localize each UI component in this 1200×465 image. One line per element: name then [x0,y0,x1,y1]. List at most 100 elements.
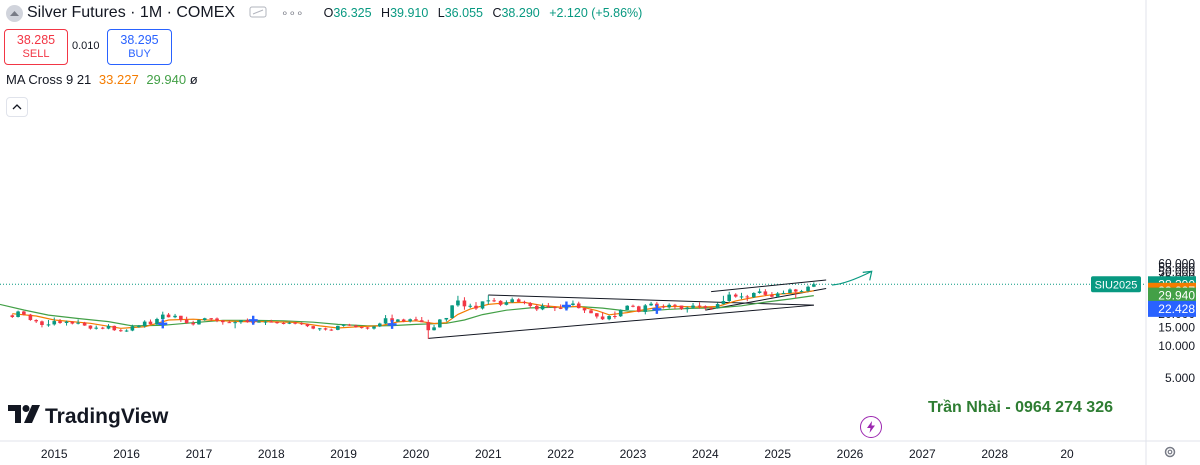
y-tick-label: 60.000 [1158,257,1195,271]
symbol-title[interactable]: Silver Futures · 1M · COMEX [27,4,236,21]
candle-body [589,310,593,314]
collapse-legend-button[interactable] [6,97,28,117]
chevron-up-icon [12,104,22,110]
candle-body [432,327,436,331]
candle-body [347,324,352,326]
candle-body [299,323,304,325]
x-tick-label: 2025 [764,447,791,461]
candle-body [34,320,38,322]
candle-body [227,322,232,324]
buy-label: BUY [128,48,151,60]
candle-body [631,305,635,307]
visibility-icon[interactable]: ø [189,72,198,87]
spread-value: 0.010 [72,40,100,52]
candle-body [468,305,473,307]
candle-body [812,284,816,287]
ma-fast-value: 33.227 [98,72,139,87]
candle-body [643,305,648,312]
candle-body [137,326,141,328]
open-value: 36.325 [333,6,372,20]
candle-body [179,315,183,320]
candle-body [685,307,690,310]
candle-body [788,289,792,293]
y-tick-label: 10.000 [1158,339,1195,353]
projection-arrow [831,270,872,286]
candle-body [184,319,189,323]
ma-cross-marker [248,315,258,325]
sell-button[interactable]: 38.285 SELL [4,29,68,65]
candle-body [365,327,370,329]
x-tick-label: 2023 [620,447,647,461]
candle-body [775,293,780,297]
hide-icon[interactable] [249,6,267,21]
candle-body [383,318,388,324]
ma-cross-legend[interactable]: MA Cross 9 21 33.227 29.940 ø [6,72,198,87]
candle-body [534,305,539,310]
candle-body [166,314,171,318]
candle-body [263,321,268,323]
x-tick-label: 2017 [186,447,213,461]
trend-line [428,304,814,339]
x-tick-label: 2015 [41,447,68,461]
candle-body [197,320,201,325]
candle-body [396,319,400,322]
y-tick-label: 15.000 [1158,320,1195,334]
slow-period: 21 [76,72,92,87]
candle-body [474,305,478,309]
candle-body [329,329,334,331]
header-bar: Silver Futures · 1M · COMEX ∘∘∘ O36.325 … [0,0,648,26]
candle-body [438,319,442,328]
candle-body [130,326,135,331]
candle-body [498,300,503,305]
candle-body [613,316,617,318]
candle-body [191,322,195,325]
candle-body [377,323,382,327]
x-tick-label: 2019 [330,447,357,461]
candle-body [414,319,418,321]
candle-body [600,316,605,320]
candle-body [354,325,358,328]
candle-body [305,324,310,327]
close-value: 38.290 [501,6,540,20]
x-tick-label: 2016 [113,447,140,461]
candle-body [462,300,467,307]
candle-body [781,292,786,294]
candle-body [595,313,599,317]
candle-body [709,307,713,309]
candle-body [408,319,412,322]
symbol-tag: SIU2025 [1095,279,1138,291]
indicator-name: MA Cross [6,72,63,87]
fast-period: 9 [65,72,74,87]
candle-body [618,309,623,317]
candle-body [336,325,340,330]
lightning-icon[interactable] [860,416,882,438]
candle-body [76,322,80,324]
candle-body [245,320,250,323]
candle-body [480,301,485,309]
more-options-button[interactable]: ∘∘∘ [281,6,304,20]
candle-body [10,315,15,317]
settings-icon[interactable] [1163,445,1177,464]
candle-body [311,326,316,329]
candle-body [40,321,44,325]
candle-body [124,330,129,332]
buy-button[interactable]: 38.295 BUY [107,29,172,65]
sell-price: 38.285 [16,33,56,47]
candle-body [528,302,533,306]
candle-body [269,321,274,323]
candle-body [112,325,117,331]
candle-body [239,320,243,323]
tradingview-logo[interactable]: TradingView [8,405,168,429]
candle-body [757,291,762,293]
candle-body [763,291,768,295]
candle-body [142,321,147,327]
candle-body [46,324,51,326]
candle-body [52,321,57,325]
candle-body [94,327,99,329]
high-value: 39.910 [390,6,429,20]
candle-body [522,301,527,303]
candle-body [727,294,732,302]
candle-body [82,322,87,326]
candle-body [540,305,545,310]
